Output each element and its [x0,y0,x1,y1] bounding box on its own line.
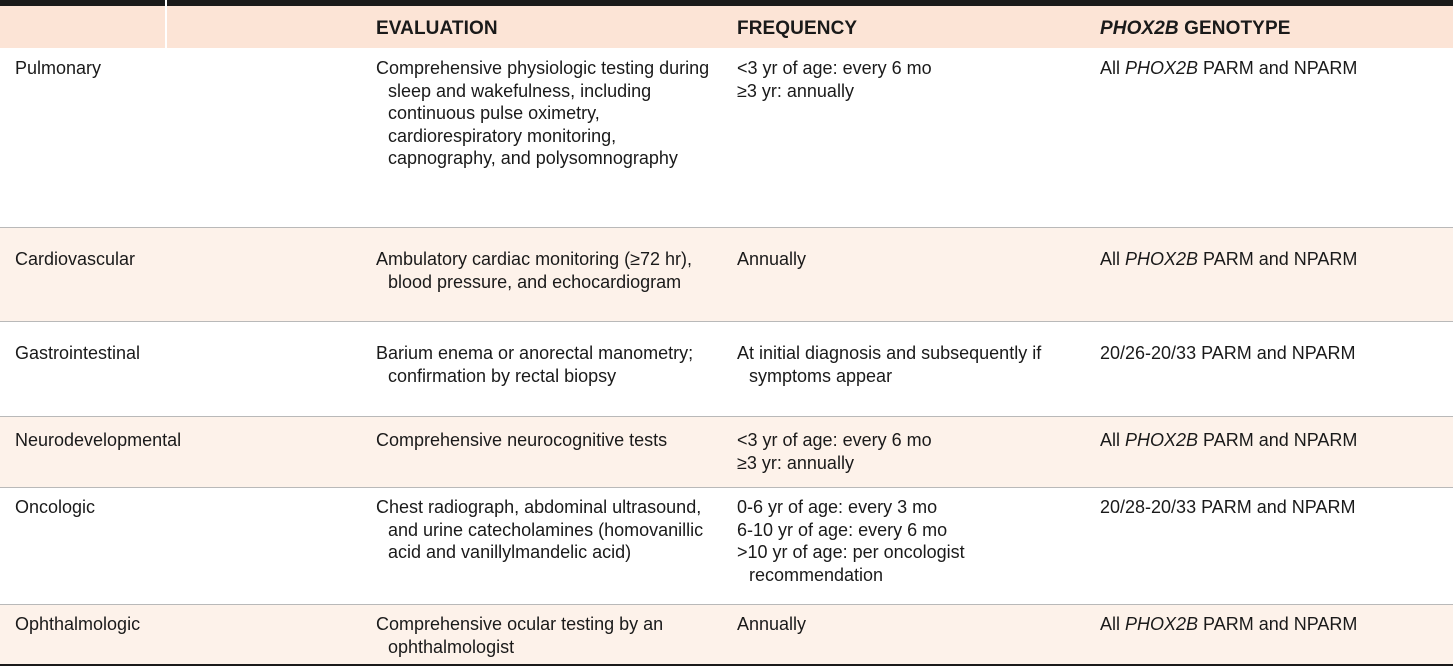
genotype-prefix: 20/28-20/33 PARM and NPARM [1100,497,1356,517]
genotype-gene: PHOX2B [1125,614,1199,634]
genotype-prefix: All [1100,430,1126,450]
bottom-rule [0,664,1453,666]
frequency-line: At initial diagnosis and subsequently if… [737,343,1042,386]
genotype-gene: PHOX2B [1125,249,1199,269]
frequency-line: 0-6 yr of age: every 3 mo [737,497,938,517]
column-header-genotype-gene: PHOX2B [1100,18,1179,39]
frequency-line: >10 yr of age: per oncologist recommenda… [737,542,965,585]
cell-area-neurodevelopmental: Neurodevelopmental [15,430,182,450]
cell-frequency-pulmonary: <3 yr of age: every 6 mo ≥3 yr: annually [737,57,1077,102]
cell-genotype-ophthalmologic: All PHOX2B PARM and NPARM [1100,613,1445,636]
cell-frequency-ophthalmologic: Annually [737,613,1077,636]
cell-area-oncologic: Oncologic [15,497,96,517]
cell-frequency-neurodevelopmental: <3 yr of age: every 6 mo ≥3 yr: annually [737,429,1077,474]
row-divider [0,416,1453,417]
genotype-suffix: PARM and NPARM [1198,430,1358,450]
frequency-line: <3 yr of age: every 6 mo [737,430,932,450]
frequency-line: 6-10 yr of age: every 6 mo [737,519,948,540]
genotype-suffix: PARM and NPARM [1198,249,1358,269]
frequency-line: ≥3 yr: annually [737,80,854,101]
cell-genotype-pulmonary: All PHOX2B PARM and NPARM [1100,57,1445,80]
cell-genotype-neurodevelopmental: All PHOX2B PARM and NPARM [1100,429,1445,452]
row-divider [0,487,1453,488]
cell-area-ophthalmologic: Ophthalmologic [15,614,141,634]
column-header-evaluation: EVALUATION [376,18,498,39]
cell-area-gastrointestinal: Gastrointestinal [15,343,141,363]
genotype-suffix: PARM and NPARM [1198,614,1358,634]
table-row [0,228,1453,321]
row-divider [0,227,1453,228]
cell-evaluation-ophthalmologic: Comprehensive ocular testing by an ophth… [376,614,664,657]
cell-evaluation-oncologic: Chest radiograph, abdominal ultrasound, … [376,497,704,562]
cell-evaluation-cardiovascular: Ambulatory cardiac monitoring (≥72 hr), … [376,249,693,292]
cell-evaluation-neurodevelopmental: Comprehensive neurocognitive tests [376,430,668,450]
table-row [0,605,1453,664]
frequency-line: Annually [737,249,807,269]
cell-genotype-cardiovascular: All PHOX2B PARM and NPARM [1100,248,1445,271]
top-rule-right [167,0,1453,6]
genotype-prefix: 20/26-20/33 PARM and NPARM [1100,343,1356,363]
genotype-prefix: All [1100,614,1126,634]
table-row [0,417,1453,487]
cell-frequency-cardiovascular: Annually [737,248,1077,271]
header-divider [165,0,167,48]
cell-frequency-gastrointestinal: At initial diagnosis and subsequently if… [737,342,1089,387]
cell-evaluation-gastrointestinal: Barium enema or anorectal manometry; con… [376,343,694,386]
genotype-prefix: All [1100,249,1126,269]
genotype-gene: PHOX2B [1125,58,1199,78]
cell-frequency-oncologic: 0-6 yr of age: every 3 mo 6-10 yr of age… [737,496,1077,586]
table-header-band [0,6,1453,48]
genotype-gene: PHOX2B [1125,430,1199,450]
cell-area-pulmonary: Pulmonary [15,58,102,78]
top-rule-left [0,0,165,6]
row-divider [0,321,1453,322]
frequency-line: <3 yr of age: every 6 mo [737,58,932,78]
frequency-line: ≥3 yr: annually [737,452,854,473]
cell-evaluation-pulmonary: Comprehensive physiologic testing during… [376,58,710,168]
genotype-suffix: PARM and NPARM [1198,58,1358,78]
cell-area-cardiovascular: Cardiovascular [15,249,136,269]
column-header-genotype: PHOX2B GENOTYPE [1100,18,1291,40]
row-divider [0,604,1453,605]
column-header-frequency: FREQUENCY [737,18,858,39]
cell-genotype-gastrointestinal: 20/26-20/33 PARM and NPARM [1100,342,1445,365]
frequency-line: Annually [737,614,807,634]
genotype-prefix: All [1100,58,1126,78]
column-header-genotype-label: GENOTYPE [1178,18,1291,39]
cell-genotype-oncologic: 20/28-20/33 PARM and NPARM [1100,496,1445,519]
